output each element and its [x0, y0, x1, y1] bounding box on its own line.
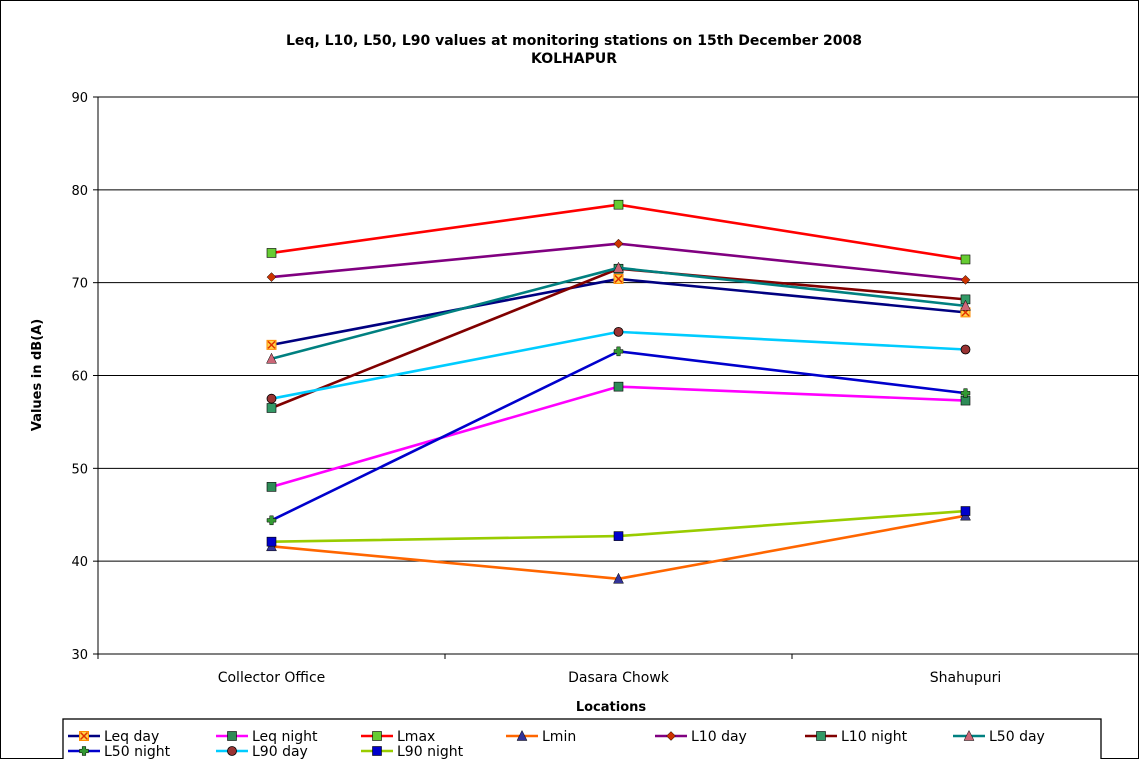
y-tick-label: 60 [71, 370, 88, 385]
legend-swatch-marker [79, 746, 89, 756]
point-l10-day-0 [266, 272, 277, 282]
point-leq-day-0-cross [267, 340, 276, 349]
legend-swatch-marker [227, 731, 237, 741]
legend-item-leq-day: Leq day [68, 729, 159, 745]
chart-subtitle: KOLHAPUR [531, 51, 617, 67]
point-l50-day-2 [960, 299, 971, 311]
legend-item-l10-day: L10 day [655, 729, 747, 745]
legend-label: L90 day [252, 744, 308, 759]
legend-item-lmax: Lmax [361, 729, 435, 745]
point-l50-night-2 [960, 388, 971, 398]
legend-label: Leq day [104, 729, 159, 745]
point-l10-day-1 [613, 238, 624, 249]
legend-swatch-marker [227, 746, 237, 756]
series-l90-day [266, 326, 971, 404]
point-l50-night-0 [266, 515, 277, 526]
point-l10-night-0 [266, 403, 277, 413]
series-l10-day [266, 238, 971, 285]
legend-item-lmin: Lmin [506, 729, 576, 745]
x-axis-title: Locations [576, 700, 647, 715]
legend-swatch-marker [666, 731, 676, 741]
series-l50-night [266, 346, 971, 526]
y-tick-label: 80 [71, 184, 88, 199]
point-l90-night-2 [960, 506, 971, 516]
legend-swatch-marker [372, 746, 382, 756]
series-line-lmin [271, 514, 966, 581]
point-l10-day-2 [960, 275, 971, 285]
legend-item-l10-night: L10 night [805, 729, 908, 745]
y-tick-label: 50 [71, 462, 88, 477]
series-l90-night [266, 506, 971, 547]
legend-label: L90 night [397, 744, 464, 759]
legend-label: Lmin [542, 729, 576, 745]
point-leq-day-1-cross [614, 274, 623, 283]
point-l90-day-0 [266, 393, 277, 404]
legend-box [62, 718, 1102, 759]
series-lmax [266, 199, 971, 265]
y-tick-label: 70 [71, 277, 88, 292]
legend-item-l50-night: L50 night [68, 744, 171, 759]
legend: Leq day Leq night Lmax Lmin L10 day L10 night… [62, 718, 1102, 759]
y-tick-label: 40 [71, 555, 88, 570]
x-tick-label: Dasara Chowk [568, 670, 670, 686]
point-l90-night-1 [613, 531, 624, 541]
legend-swatch-marker [516, 729, 528, 741]
series-line-lmax [271, 203, 966, 261]
x-tick-label: Shahupuri [930, 670, 1002, 686]
legend-swatch-marker [816, 731, 826, 741]
legend-swatch-marker [963, 729, 975, 741]
point-l50-day-1 [613, 261, 624, 273]
point-l50-night-1 [613, 346, 624, 357]
legend-label: L10 day [691, 729, 747, 745]
y-tick-label: 90 [71, 91, 88, 106]
point-l90-night-0 [266, 536, 277, 547]
y-axis-title: Values in dB(A) [30, 319, 45, 431]
point-leq-night-1 [613, 381, 624, 392]
series-layer [266, 199, 971, 584]
y-tick-label: 30 [71, 648, 88, 663]
legend-label: Lmax [397, 729, 435, 745]
series-leq-night [266, 381, 971, 492]
legend-item-l90-day: L90 day [216, 744, 308, 759]
legend-swatch-marker [372, 731, 382, 741]
series-leq-day [266, 273, 971, 350]
legend-item-l50-day: L50 day [953, 729, 1045, 745]
legend-label: L50 day [989, 729, 1045, 745]
legend-swatch-marker-cross [79, 731, 89, 741]
series-lmin [266, 509, 971, 584]
point-lmax-1 [613, 199, 624, 210]
point-lmax-0 [266, 248, 277, 258]
legend-item-leq-night: Leq night [216, 729, 318, 745]
point-l90-day-2 [960, 344, 971, 355]
series-line-l50-night [270, 350, 966, 522]
x-tick-label: Collector Office [218, 670, 326, 686]
legend-label: Leq night [252, 729, 318, 745]
point-l90-day-1 [613, 326, 624, 337]
chart-title: Leq, L10, L50, L90 values at monitoring … [286, 33, 862, 49]
point-lmax-2 [960, 254, 971, 265]
series-l50-day [266, 261, 971, 364]
point-l50-day-0 [266, 352, 277, 364]
point-leq-night-0 [266, 482, 277, 492]
legend-label: L50 night [104, 744, 171, 759]
legend-label: L10 night [841, 729, 908, 745]
point-lmin-1 [613, 572, 624, 584]
legend-item-l90-night: L90 night [361, 744, 464, 759]
axis-layer: 30 40 50 60 70 80 90 Collector Office Dasara Cho… [71, 91, 1139, 686]
series-line-leq-night [271, 385, 966, 489]
